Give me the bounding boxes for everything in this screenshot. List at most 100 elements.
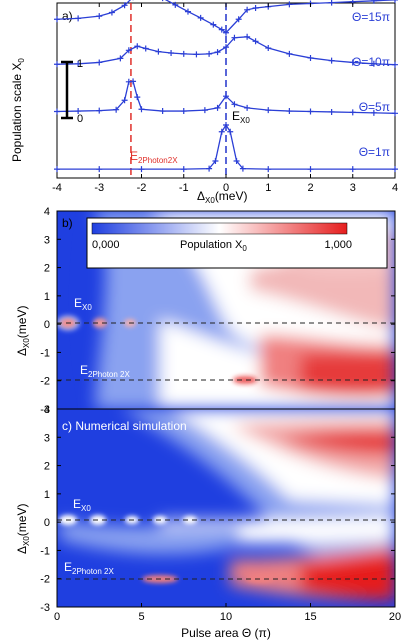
data-point: [121, 2, 128, 9]
e2photon2x-marker-label: E2Photon2X: [130, 149, 178, 165]
data-point: [193, 51, 200, 58]
data-point: [168, 50, 175, 56]
colorbar-min-label: 0,000: [92, 239, 120, 251]
data-point: [54, 61, 60, 68]
data-point: [286, 50, 293, 57]
y-tick-label: 0: [44, 517, 50, 529]
data-point: [328, 108, 335, 115]
panel-c-y-ticks: -3 -2 -1 0 1 2 3 4: [40, 404, 395, 614]
y-tick-label: 4: [44, 206, 50, 218]
panel-c-x-label: Pulse area Θ (π): [181, 626, 271, 640]
x-tick-label: 20: [389, 611, 401, 623]
data-point: [75, 15, 82, 22]
data-point: [214, 104, 221, 111]
y-tick-label: -1: [40, 545, 50, 557]
data-point: [96, 59, 103, 66]
y-tick-label: -3: [40, 404, 50, 416]
panel-a-series-labels: Θ=15π Θ=10π Θ=5π Θ=1π: [352, 10, 390, 159]
y-tick-label: -3: [40, 602, 50, 614]
panel-c-x-ticks: 0 5 10 15 20: [54, 603, 401, 623]
data-point: [134, 94, 141, 101]
panel-a-label: a): [62, 9, 73, 23]
scale-bar-top-label: 1: [77, 58, 83, 70]
panel-b-e2photon-label: E2Photon 2X: [80, 363, 130, 379]
data-point: [349, 59, 356, 66]
data-point: [96, 166, 103, 173]
data-point: [212, 158, 219, 164]
panel-b-y-ticks: -3 -2 -1 0 1 2 3 4: [40, 206, 395, 416]
y-tick-label: 1: [44, 291, 50, 303]
data-point: [231, 34, 238, 41]
data-point: [252, 38, 259, 45]
data-point: [223, 93, 229, 100]
panel-c-e2photon-label: E2Photon 2X: [64, 560, 114, 576]
x-tick-label: 1: [265, 182, 271, 194]
data-point: [155, 48, 162, 55]
data-point: [233, 158, 240, 164]
data-point: [218, 26, 225, 33]
data-point: [244, 6, 251, 13]
data-point: [231, 101, 238, 108]
x-tick-label: -1: [179, 182, 189, 194]
y-tick-label: 1: [44, 489, 50, 501]
panel-a-x-label: ΔX0(meV): [197, 189, 247, 205]
data-point: [392, 166, 398, 173]
data-point: [113, 106, 120, 113]
data-point: [121, 97, 128, 104]
data-point: [159, 108, 166, 115]
data-point: [54, 166, 60, 173]
data-point: [108, 9, 115, 16]
data-point: [138, 106, 145, 113]
data-point: [172, 1, 179, 8]
data-point: [75, 60, 82, 67]
data-point: [307, 54, 314, 61]
data-point: [218, 128, 225, 135]
panel-b: b) 0,000 1,000 Population X0 EX0 E2Photo…: [15, 206, 396, 416]
data-point: [180, 108, 187, 115]
data-point: [162, 0, 164, 2]
data-point: [223, 122, 229, 128]
series-label: Θ=1π: [359, 145, 390, 159]
data-point: [206, 165, 213, 172]
x-tick-label: 10: [220, 611, 232, 623]
data-point: [370, 60, 377, 67]
data-point: [54, 108, 60, 115]
panel-a-reference-lines: E2Photon2X EX0: [130, 3, 250, 178]
data-point: [54, 16, 60, 23]
x-tick-label: 0: [223, 182, 229, 194]
data-point: [227, 128, 234, 135]
data-point: [244, 104, 251, 111]
data-point: [214, 49, 221, 56]
panel-b-label: b): [62, 216, 73, 230]
y-tick-label: 2: [44, 461, 50, 473]
data-point: [138, 166, 145, 173]
panel-a: a) E2Photon2X EX0 Θ=15π Θ=10π Θ=5π Θ=1π -4 -3…: [10, 0, 398, 205]
x-tick-label: -4: [52, 182, 62, 194]
data-point: [307, 166, 314, 173]
data-point: [134, 43, 141, 50]
data-point: [307, 108, 314, 115]
data-point: [265, 107, 272, 114]
panel-b-y-label: ΔX0(meV): [15, 306, 31, 356]
series-label: Θ=10π: [352, 55, 390, 69]
population-scale-bar: 1 0: [61, 58, 83, 125]
data-point: [328, 0, 335, 6]
y-tick-label: 3: [44, 234, 50, 246]
data-point: [392, 61, 398, 68]
data-point: [223, 29, 229, 36]
y-tick-label: 4: [44, 404, 50, 416]
series-line: [56, 36, 396, 66]
data-point: [130, 78, 137, 85]
panel-a-x-ticks: -4 -3 -2 -1 0 1 2 3 4: [52, 3, 398, 194]
scale-bar-bottom-label: 0: [77, 113, 83, 125]
panel-c-label: c) Numerical simulation: [62, 419, 187, 433]
data-point: [180, 50, 187, 57]
data-point: [252, 5, 259, 11]
panel-c-y-label: ΔX0(meV): [15, 504, 31, 554]
data-point: [142, 45, 149, 52]
x-tick-label: 2: [307, 182, 313, 194]
panel-b-ex0-label: EX0: [74, 296, 92, 312]
data-point: [349, 109, 356, 116]
x-tick-label: 5: [138, 611, 144, 623]
